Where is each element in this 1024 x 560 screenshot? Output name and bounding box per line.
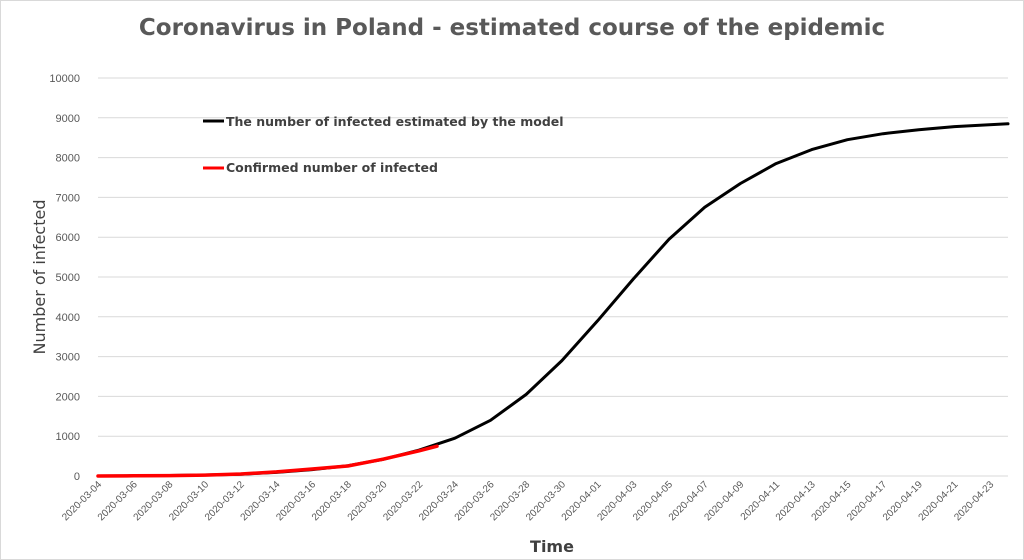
y-tick-label: 8000 [56, 153, 80, 165]
y-axis-ticks: 0 1000 2000 3000 4000 5000 6000 7000 8000 9000 100… [49, 73, 80, 483]
series-line-model [96, 122, 1010, 478]
y-tick-label: 2000 [56, 391, 80, 403]
y-tick-label: 0 [74, 471, 80, 483]
y-tick-label: 10000 [49, 73, 80, 85]
series-lines [96, 122, 1010, 478]
legend-label-confirmed: Confirmed number of infected [226, 160, 438, 175]
y-tick-label: 3000 [56, 352, 80, 364]
y-tick-label: 4000 [56, 312, 80, 324]
legend: The number of infected estimated by the … [203, 114, 564, 175]
y-axis-title: Number of infected [30, 200, 49, 355]
series-line-confirmed [96, 444, 439, 478]
chart-title: Coronavirus in Poland - estimated course… [139, 15, 885, 41]
gridlines [98, 77, 1008, 477]
x-axis-ticks: 2020-03-042020-03-062020-03-082020-03-10… [60, 479, 996, 523]
y-tick-label: 1000 [56, 431, 80, 443]
legend-label-model: The number of infected estimated by the … [226, 114, 564, 129]
y-tick-label: 7000 [56, 192, 80, 204]
y-tick-label: 6000 [56, 232, 80, 244]
x-axis-title: Time [530, 537, 574, 556]
y-tick-label: 5000 [56, 272, 80, 284]
y-tick-label: 9000 [56, 113, 80, 125]
